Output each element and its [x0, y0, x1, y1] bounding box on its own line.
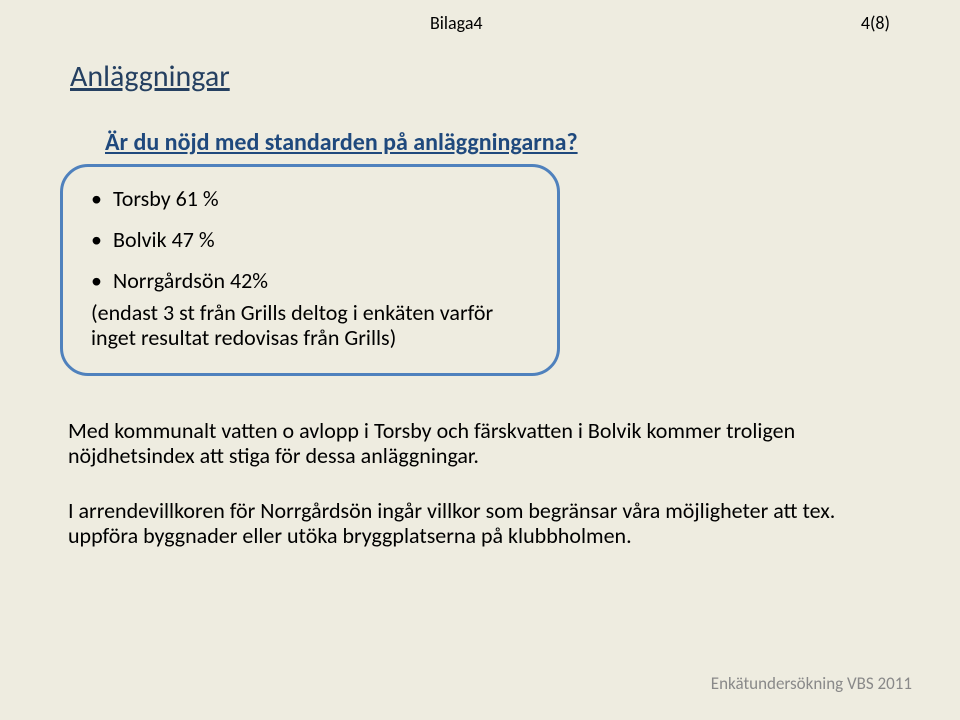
bullet-item: • Bolvik 47 % — [91, 226, 529, 253]
slide: Bilaga4 4(8) Anläggningar Är du nöjd med… — [0, 0, 960, 720]
header-doc: Bilaga4 — [430, 12, 483, 34]
bullet-item: • Norrgårdsön 42% — [91, 267, 529, 294]
body-paragraph-2: I arrendevillkoren för Norrgårdsön ingår… — [68, 498, 888, 549]
bullet-label: Norrgårdsön 42% — [113, 267, 268, 294]
header-page: 4(8) — [861, 12, 890, 34]
bullet-label: Torsby 61 % — [113, 185, 219, 212]
bullet-label: Bolvik 47 % — [113, 226, 215, 253]
bullet-icon: • — [91, 226, 113, 253]
callout-box: • Torsby 61 % • Bolvik 47 % • Norrgårdsö… — [60, 164, 560, 376]
subtitle: Är du nöjd med standarden på anläggninga… — [105, 128, 578, 157]
callout-note: (endast 3 st från Grills deltog i enkäte… — [91, 300, 529, 351]
section-title: Anläggningar — [70, 58, 230, 95]
bullet-icon: • — [91, 185, 113, 212]
bullet-icon: • — [91, 267, 113, 294]
body-paragraph-1: Med kommunalt vatten o avlopp i Torsby o… — [68, 418, 888, 469]
bullet-item: • Torsby 61 % — [91, 185, 529, 212]
footer: Enkätundersökning VBS 2011 — [711, 673, 912, 694]
